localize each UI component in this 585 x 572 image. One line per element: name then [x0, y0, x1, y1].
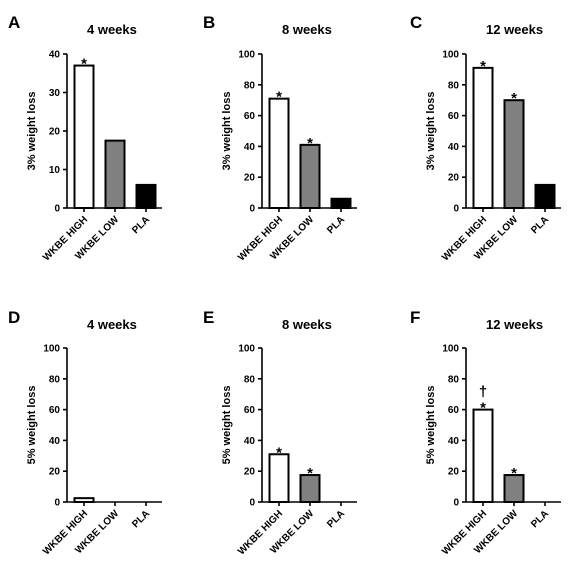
y-tick-label: 80 — [244, 374, 256, 385]
panel-letter: B — [203, 13, 215, 32]
y-tick-label: 20 — [49, 467, 61, 478]
y-tick-label: 80 — [448, 374, 460, 385]
bar-wkbe-high — [472, 66, 494, 209]
bar-wkbe-high — [472, 408, 494, 504]
y-axis-label: 3% weight loss — [425, 92, 437, 171]
panel-letter: F — [410, 308, 420, 327]
y-axis-label: 3% weight loss — [221, 92, 233, 171]
bar-wkbe-high — [73, 64, 95, 209]
y-tick-label: 40 — [49, 436, 61, 447]
panel-title: 12 weeks — [486, 317, 543, 332]
y-tick-label: 10 — [49, 165, 61, 176]
panel-title: 12 weeks — [486, 22, 543, 37]
y-tick-label: 0 — [453, 498, 459, 509]
y-tick-label: 40 — [49, 50, 61, 61]
significance-dagger: † — [479, 384, 487, 401]
y-tick-label: 80 — [244, 80, 256, 91]
significance-asterisk: * — [480, 58, 486, 75]
y-axis-label: 3% weight loss — [26, 92, 38, 171]
panel-title: 8 weeks — [282, 22, 332, 37]
category-label: PLA — [130, 214, 152, 236]
bar-wkbe-high — [268, 453, 290, 504]
significance-asterisk: * — [307, 135, 313, 152]
panel-letter: C — [410, 13, 422, 32]
y-tick-label: 80 — [448, 80, 460, 91]
significance-asterisk: * — [81, 56, 87, 73]
significance-asterisk: * — [276, 444, 282, 461]
y-tick-label: 60 — [244, 405, 256, 416]
y-tick-label: 30 — [49, 88, 61, 99]
y-tick-label: 60 — [448, 405, 460, 416]
bar-wkbe-low — [104, 139, 126, 209]
bar-pla — [534, 183, 556, 209]
y-tick-label: 20 — [49, 127, 61, 138]
significance-asterisk: * — [276, 89, 282, 106]
y-tick-label: 60 — [49, 405, 61, 416]
y-tick-label: 60 — [448, 111, 460, 122]
y-axis-label: 5% weight loss — [425, 386, 437, 465]
panel-title: 8 weeks — [282, 317, 332, 332]
y-tick-label: 100 — [238, 50, 255, 61]
y-tick-label: 80 — [49, 374, 61, 385]
y-tick-label: 20 — [448, 173, 460, 184]
y-tick-label: 20 — [244, 467, 256, 478]
category-label: PLA — [529, 214, 551, 236]
y-tick-label: 20 — [448, 467, 460, 478]
y-tick-label: 100 — [442, 50, 459, 61]
y-tick-label: 0 — [453, 204, 459, 215]
y-tick-label: 40 — [448, 142, 460, 153]
y-tick-label: 20 — [244, 173, 256, 184]
y-tick-label: 0 — [249, 204, 255, 215]
category-label: PLA — [325, 214, 347, 236]
y-tick-label: 0 — [54, 204, 60, 215]
bar-wkbe-low — [503, 99, 525, 209]
bar-pla — [330, 197, 352, 209]
significance-asterisk: * — [307, 465, 313, 482]
y-tick-label: 40 — [244, 436, 256, 447]
panel-title: 4 weeks — [87, 22, 137, 37]
panel-title: 4 weeks — [87, 317, 137, 332]
y-axis-label: 5% weight loss — [221, 386, 233, 465]
bar-wkbe-high — [268, 97, 290, 209]
category-label: PLA — [325, 508, 347, 530]
bar-wkbe-high — [73, 497, 95, 503]
bar-pla — [135, 183, 157, 209]
significance-asterisk: * — [511, 465, 517, 482]
y-tick-label: 60 — [244, 111, 256, 122]
bar-wkbe-low — [299, 143, 321, 209]
panel-letter: E — [203, 308, 214, 327]
significance-asterisk: * — [480, 400, 486, 417]
y-tick-label: 100 — [43, 344, 60, 355]
panel-letter: A — [8, 13, 20, 32]
y-tick-label: 100 — [238, 344, 255, 355]
category-label: PLA — [529, 508, 551, 530]
y-tick-label: 100 — [442, 344, 459, 355]
y-tick-label: 40 — [244, 142, 256, 153]
significance-asterisk: * — [511, 90, 517, 107]
y-tick-label: 0 — [54, 498, 60, 509]
y-tick-label: 40 — [448, 436, 460, 447]
category-label: PLA — [130, 508, 152, 530]
y-tick-label: 0 — [249, 498, 255, 509]
y-axis-label: 5% weight loss — [26, 386, 38, 465]
panel-letter: D — [8, 308, 20, 327]
